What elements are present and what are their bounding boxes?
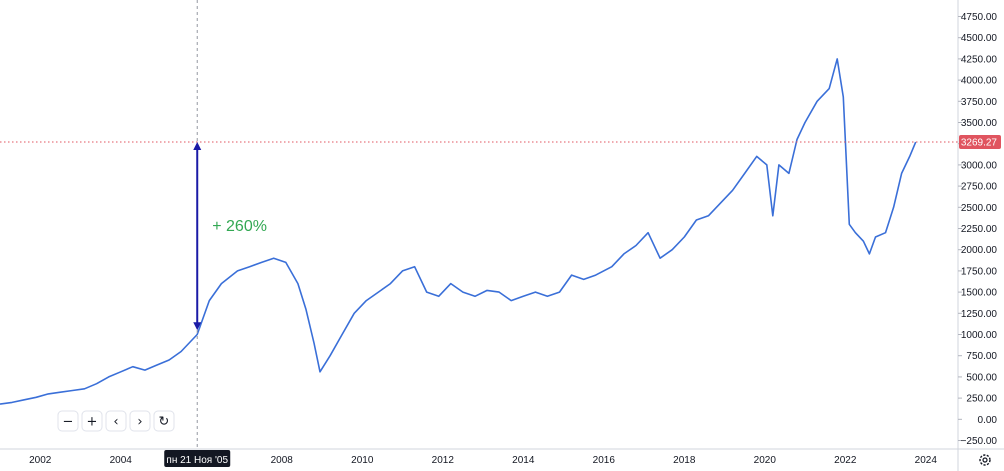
last-price-badge [959,135,1001,150]
y-tick-label: 1750.00 [961,266,998,277]
y-tick-label: 3750.00 [961,97,998,108]
scroll-right-button[interactable]: › [129,410,151,432]
annotation-label: + 260% [212,218,267,235]
x-tick-label: 2010 [351,455,374,466]
reset-button-bg[interactable] [153,410,175,432]
scroll-right-button-bg[interactable] [129,410,151,432]
gear-icon-hub[interactable] [982,457,988,463]
annotation-arrow-head-down [193,322,202,331]
annotation-arrow-head-up [193,142,202,151]
y-tick-label: 500.00 [966,372,997,383]
plot-area[interactable] [0,58,917,405]
x-tick-label: 2018 [673,455,696,466]
chart-overlay: + 260% [0,0,958,449]
y-tick-label: 1500.00 [961,288,998,299]
last-price-label: 3269.27 [961,138,998,149]
y-tick-label: 1000.00 [961,330,998,341]
x-tick-label: 2022 [834,455,857,466]
y-tick-label: −250.00 [961,436,998,447]
gear-icon-teeth[interactable] [979,454,991,466]
price-axis[interactable]: 4750.00 4500.00 4250.00 4000.00 3750.00 3500.… [957,0,1001,471]
reset-button-label[interactable]: ↻ [159,415,170,430]
zoom-out-button-bg[interactable] [57,410,79,432]
zoom-in-button-label[interactable]: + [87,415,98,430]
x-tick-label: 2014 [512,455,535,466]
crosshair-time-badge [164,450,231,467]
y-tick-label: 2750.00 [961,182,998,193]
x-tick-label: 2012 [432,455,455,466]
scroll-left-button-bg[interactable] [105,410,127,432]
scroll-right-button-label[interactable]: › [137,415,142,430]
y-tick-label: 4750.00 [961,12,998,23]
y-tick-label: 4000.00 [961,76,998,87]
scroll-left-button-label[interactable]: ‹ [113,415,118,430]
y-tick-label: 2250.00 [961,224,998,235]
chart-controls: − + ‹ › ↻ [57,410,175,432]
crosshair-time-label: пн 21 Ноя '05 [166,455,228,466]
x-tick-label: 2016 [593,455,616,466]
y-tick-label: 3500.00 [961,118,998,129]
y-tick-label: 250.00 [966,394,997,405]
reset-button[interactable]: ↻ [153,410,175,432]
y-tick-label: 0.00 [978,415,998,426]
x-tick-label: 2020 [754,455,777,466]
y-tick-label: 2000.00 [961,245,998,256]
x-tick-label: 2004 [110,455,133,466]
gear-icon[interactable] [979,454,991,466]
zoom-in-button-bg[interactable] [81,410,103,432]
y-tick-label: 3000.00 [961,160,998,171]
scroll-left-button[interactable]: ‹ [105,410,127,432]
y-tick-label: 750.00 [966,351,997,362]
y-tick-label: 2500.00 [961,203,998,214]
y-tick-label: 4250.00 [961,54,998,65]
x-tick-label: 2024 [915,455,938,466]
time-axis[interactable]: 2002 2004 2008 2010 2012 2014 2016 2018 2020 2022… [0,448,1004,467]
zoom-out-button-label[interactable]: − [63,415,74,430]
y-tick-label: 1250.00 [961,309,998,320]
series-line[interactable] [0,58,917,405]
x-tick-label: 2008 [271,455,294,466]
zoom-out-button[interactable]: − [57,410,79,432]
zoom-in-button[interactable]: + [81,410,103,432]
y-tick-label: 4500.00 [961,33,998,44]
x-tick-label: 2002 [29,455,52,466]
